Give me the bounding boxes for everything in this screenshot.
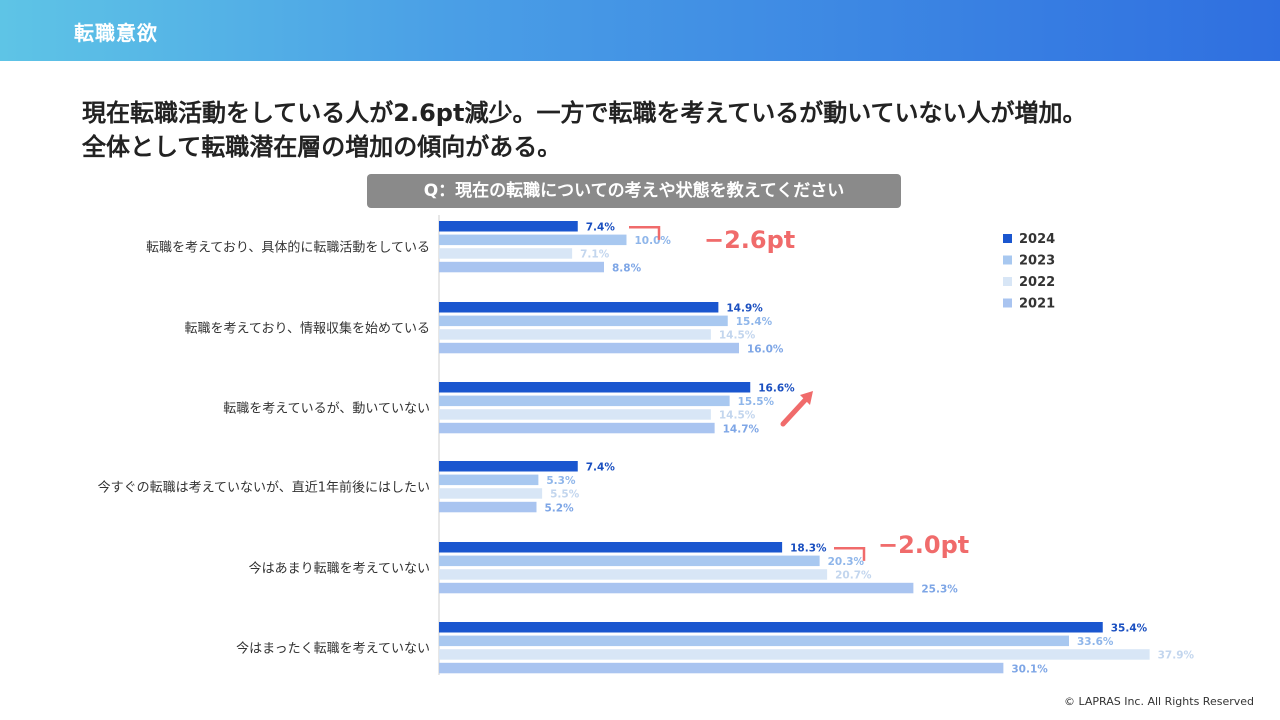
data-label-2023-4: 20.3%: [828, 556, 865, 568]
bar-2024-5: [439, 622, 1103, 633]
data-label-2022-4: 20.7%: [835, 570, 872, 582]
copyright-footer: © LAPRAS Inc. All Rights Reserved: [1063, 695, 1254, 708]
legend-label-2022: 2022: [1019, 275, 1055, 290]
category-label-5: 今はまったく転職を考えていない: [236, 641, 430, 657]
data-label-2022-5: 37.9%: [1158, 650, 1195, 662]
data-label-2021-0: 8.8%: [612, 262, 642, 274]
bar-2021-2: [439, 422, 715, 434]
data-label-2022-0: 7.1%: [580, 249, 610, 261]
bar-2022-2: [439, 409, 711, 420]
data-label-2024-5: 35.4%: [1111, 623, 1148, 635]
bar-2022-0: [439, 248, 573, 259]
annotation-text-4: −2.0pt: [878, 531, 969, 559]
bar-2024-4: [439, 542, 783, 553]
data-label-2021-5: 30.1%: [1011, 663, 1048, 675]
annotation-bracket-0: [629, 226, 661, 240]
bar-2021-4: [439, 582, 914, 594]
data-label-2021-1: 16.0%: [747, 343, 784, 355]
data-label-2023-3: 5.3%: [546, 475, 576, 487]
bar-2021-0: [439, 261, 604, 273]
legend-label-2021: 2021: [1019, 297, 1055, 312]
header-bar: 転職意欲: [0, 0, 1280, 61]
data-label-2024-1: 14.9%: [726, 303, 763, 315]
header-title: 転職意欲: [74, 21, 158, 45]
legend-label-2023: 2023: [1019, 254, 1055, 269]
data-label-2024-0: 7.4%: [586, 222, 616, 234]
bar-2021-5: [439, 662, 1004, 674]
data-label-2023-1: 15.4%: [736, 316, 773, 328]
data-label-2023-5: 33.6%: [1077, 636, 1114, 648]
data-label-2024-2: 16.6%: [758, 383, 795, 395]
bar-2024-1: [439, 302, 719, 313]
bar-2022-5: [439, 649, 1150, 660]
data-label-2021-4: 25.3%: [921, 583, 958, 595]
category-label-2: 転職を考えているが、動いていない: [223, 402, 430, 417]
bar-2021-1: [439, 342, 739, 354]
legend-label-2024: 2024: [1019, 232, 1055, 247]
bar-2023-5: [439, 635, 1069, 647]
category-label-1: 転職を考えており、情報収集を始めている: [185, 321, 430, 337]
annotation-arrow-head: [800, 391, 813, 405]
bar-2024-2: [439, 382, 751, 393]
bar-2023-3: [439, 474, 539, 486]
headline: 現在転職活動をしている人が2.6pt減少。一方で転職を考えているが動いていない人…: [82, 96, 1087, 164]
legend-swatch-2021: [1003, 298, 1012, 308]
data-label-2023-2: 15.5%: [738, 396, 775, 408]
data-label-2022-1: 14.5%: [719, 330, 756, 342]
legend-swatch-2022: [1003, 277, 1012, 286]
data-label-2023-0: 10.0%: [635, 235, 672, 247]
category-label-4: 今はあまり転職を考えていない: [249, 561, 430, 577]
bar-2024-0: [439, 221, 578, 232]
bar-2023-0: [439, 234, 627, 246]
bar-2022-4: [439, 569, 828, 580]
question-box: Q：現在の転職についての考えや状態を教えてください: [367, 174, 901, 208]
headline-line-2: 全体として転職潜在層の増加の傾向がある。: [82, 133, 562, 161]
data-label-2021-3: 5.2%: [545, 502, 575, 514]
category-label-3: 今すぐの転職は考えていないが、直近1年前後にはしたい: [98, 480, 430, 496]
bar-2024-3: [439, 461, 578, 472]
bar-2023-4: [439, 555, 820, 567]
bar-2023-2: [439, 395, 730, 407]
bar-2021-3: [439, 501, 537, 513]
legend-swatch-2024: [1003, 234, 1012, 243]
annotation-text-0: −2.6pt: [704, 226, 795, 254]
data-label-2024-4: 18.3%: [790, 543, 827, 555]
bar-2023-1: [439, 315, 728, 327]
category-label-0: 転職を考えており、具体的に転職活動をしている: [146, 240, 430, 256]
bar-2022-3: [439, 488, 543, 499]
data-label-2022-2: 14.5%: [719, 410, 756, 422]
annotation-bracket-4: [834, 547, 866, 561]
data-label-2024-3: 7.4%: [586, 462, 616, 474]
legend-swatch-2023: [1003, 255, 1012, 265]
headline-line-1: 現在転職活動をしている人が2.6pt減少。一方で転職を考えているが動いていない人…: [82, 99, 1087, 127]
data-label-2021-2: 14.7%: [723, 423, 760, 435]
data-label-2022-3: 5.5%: [550, 489, 580, 501]
annotation-arrow-line: [780, 395, 810, 427]
bar-2022-1: [439, 329, 711, 340]
